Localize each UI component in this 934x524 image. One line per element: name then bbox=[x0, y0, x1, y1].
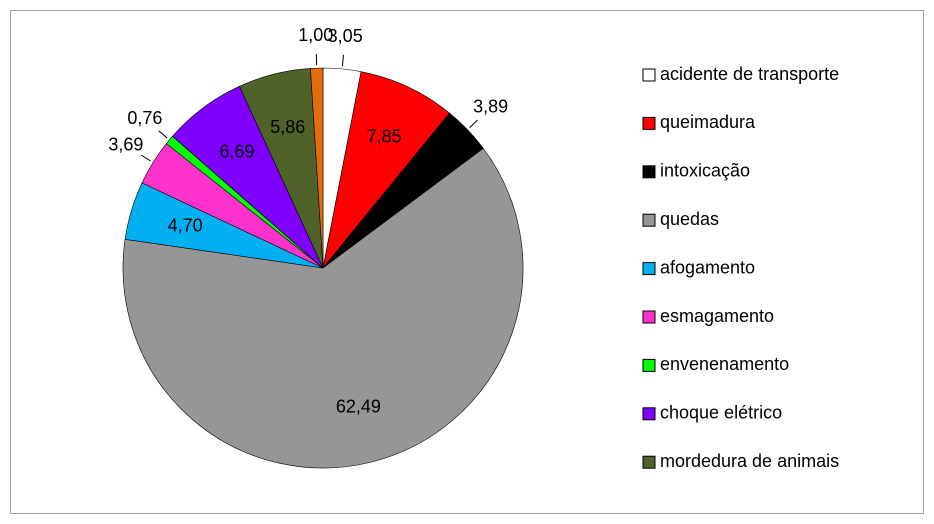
data-label: 62,49 bbox=[336, 396, 381, 416]
legend-swatch bbox=[642, 358, 656, 372]
legend-label: afogamento bbox=[660, 257, 755, 277]
leader-line bbox=[469, 119, 478, 128]
legend-label: intoxicação bbox=[660, 161, 750, 181]
legend-label: quedas bbox=[660, 209, 719, 229]
leader-line bbox=[140, 154, 151, 162]
pie-slice bbox=[322, 71, 450, 269]
legend-swatch bbox=[642, 165, 656, 179]
legend-label: choque elétrico bbox=[660, 403, 782, 423]
legend-label: acidente de transporte bbox=[660, 64, 839, 84]
legend-swatch bbox=[642, 407, 656, 421]
data-label: 1,00 bbox=[298, 25, 333, 45]
leader-line bbox=[341, 54, 344, 66]
data-label: 3,05 bbox=[328, 26, 363, 46]
legend-swatch bbox=[642, 310, 656, 324]
data-label: 0,76 bbox=[127, 108, 162, 128]
leader-line bbox=[158, 130, 168, 139]
pie-slice bbox=[310, 67, 324, 269]
legend-label: mordedura de animais bbox=[660, 451, 839, 471]
legend-label: esmagamento bbox=[660, 306, 774, 326]
data-label: 5,86 bbox=[270, 117, 305, 137]
legend-swatch bbox=[642, 68, 656, 82]
data-label: 6,69 bbox=[219, 141, 254, 161]
legend-swatch bbox=[642, 213, 656, 227]
legend-label: envenenamento bbox=[660, 354, 789, 374]
data-label: 4,70 bbox=[168, 215, 203, 235]
pie-slice bbox=[122, 147, 524, 469]
legend-swatch bbox=[642, 455, 656, 469]
data-label: 3,69 bbox=[108, 134, 143, 154]
legend-swatch bbox=[642, 116, 656, 130]
legend-label: queimadura bbox=[660, 112, 756, 132]
data-label: 7,85 bbox=[367, 126, 402, 146]
legend-swatch bbox=[642, 262, 656, 276]
data-label: 3,89 bbox=[473, 96, 508, 116]
